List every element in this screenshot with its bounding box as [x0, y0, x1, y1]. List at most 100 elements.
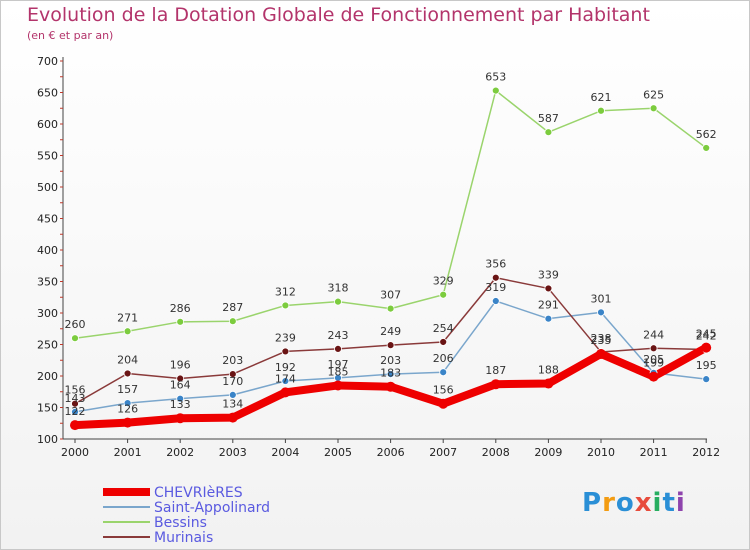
data-label: 203 — [222, 354, 243, 367]
series-point-3 — [649, 344, 658, 353]
series-point-3 — [334, 345, 342, 353]
data-label: 312 — [275, 285, 296, 298]
data-label: 319 — [485, 281, 506, 294]
series-point-1 — [702, 375, 711, 384]
series-point-2 — [123, 327, 132, 336]
series-point-1 — [281, 377, 290, 385]
series-point-1 — [439, 368, 448, 377]
y-tick-label: 450 — [37, 213, 58, 226]
series-point-2 — [334, 297, 342, 306]
logo-letter: o — [615, 488, 635, 518]
y-tick-label: 550 — [37, 150, 58, 163]
data-label: 260 — [65, 318, 86, 331]
data-label: 653 — [485, 71, 506, 84]
data-label: 245 — [696, 328, 717, 341]
series-point-0 — [70, 420, 80, 431]
data-label: 197 — [328, 358, 349, 371]
logo-letter: i — [675, 488, 686, 518]
data-label: 318 — [328, 282, 349, 295]
proxiti-logo: Proxiti — [582, 488, 686, 518]
x-tick-label: 2008 — [482, 446, 510, 459]
series-point-2 — [386, 304, 395, 313]
series-point-3 — [176, 374, 185, 383]
x-tick-label: 2006 — [377, 446, 405, 459]
series-point-3 — [491, 273, 500, 282]
data-label: 195 — [696, 359, 717, 372]
data-label: 134 — [222, 398, 243, 411]
series-point-2 — [491, 86, 500, 95]
x-tick-label: 2004 — [271, 446, 299, 459]
legend-label: Bessins — [154, 515, 207, 531]
series-point-0 — [438, 398, 449, 409]
data-label: 196 — [170, 359, 191, 372]
series-point-2 — [71, 334, 79, 343]
series-points — [70, 86, 712, 431]
x-tick-label: 2007 — [429, 446, 457, 459]
data-label: 143 — [65, 392, 86, 405]
y-tick-label: 300 — [37, 307, 58, 320]
logo-letter: i — [652, 488, 663, 518]
series-point-3 — [544, 284, 553, 293]
series-point-2 — [544, 128, 553, 137]
y-tick-label: 500 — [37, 181, 58, 194]
axes: 100 150 200 250 300 350 400 450 500 550 600 650 700 2… — [37, 55, 720, 459]
data-label: 199 — [643, 357, 664, 370]
y-tick-label: 200 — [37, 370, 58, 383]
data-label: 156 — [65, 384, 86, 397]
series-point-0 — [490, 379, 501, 390]
series-point-2 — [597, 106, 605, 115]
series-point-2 — [228, 317, 237, 326]
data-label: 254 — [433, 322, 454, 335]
data-label: 625 — [643, 88, 664, 101]
data-label: 164 — [170, 379, 191, 392]
data-label: 339 — [538, 268, 559, 281]
series-point-0 — [385, 381, 396, 392]
data-label: 187 — [485, 364, 506, 377]
data-label: 156 — [433, 384, 454, 397]
series-point-3 — [71, 399, 79, 408]
series-point-0 — [543, 378, 554, 389]
series-point-1 — [71, 408, 79, 416]
data-label: 244 — [643, 328, 664, 341]
series-point-1 — [176, 394, 185, 403]
y-tick-label: 350 — [37, 276, 58, 289]
logo-letter: r — [602, 488, 616, 518]
x-tick-label: 2002 — [166, 446, 194, 459]
x-tick-label: 2012 — [692, 446, 720, 459]
x-tick-label: 2011 — [640, 446, 668, 459]
series-point-1 — [228, 390, 237, 399]
series-point-0 — [280, 387, 291, 398]
series-point-3 — [386, 341, 395, 350]
data-label: 286 — [170, 302, 191, 315]
chart-subtitle: (en € et par an) — [27, 29, 114, 42]
series-point-1 — [597, 308, 605, 317]
data-label: 242 — [696, 330, 717, 343]
x-tick-label: 2001 — [114, 446, 142, 459]
data-label: 122 — [65, 405, 86, 418]
series-point-0 — [175, 413, 186, 424]
data-label: 206 — [433, 352, 454, 365]
data-label: 126 — [117, 403, 138, 416]
y-tick-label: 600 — [37, 118, 58, 131]
data-label: 203 — [380, 354, 401, 367]
series-point-1 — [123, 399, 132, 407]
data-label: 239 — [275, 331, 296, 344]
data-label: 356 — [485, 258, 506, 271]
data-label: 204 — [117, 353, 138, 366]
data-label: 587 — [538, 112, 559, 125]
data-label: 238 — [591, 332, 612, 345]
series-point-2 — [176, 317, 185, 326]
series-point-2 — [702, 144, 711, 152]
data-label: 192 — [275, 361, 296, 374]
data-label: 287 — [222, 301, 243, 314]
series-point-1 — [544, 314, 553, 323]
logo-letter: x — [634, 488, 653, 518]
logo-letter: t — [662, 488, 676, 518]
data-label: 243 — [328, 329, 349, 342]
chart-title: Evolution de la Dotation Globale de Fonc… — [27, 4, 650, 26]
series-point-2 — [281, 301, 290, 310]
data-label: 271 — [117, 311, 138, 324]
y-tick-label: 250 — [37, 339, 58, 352]
